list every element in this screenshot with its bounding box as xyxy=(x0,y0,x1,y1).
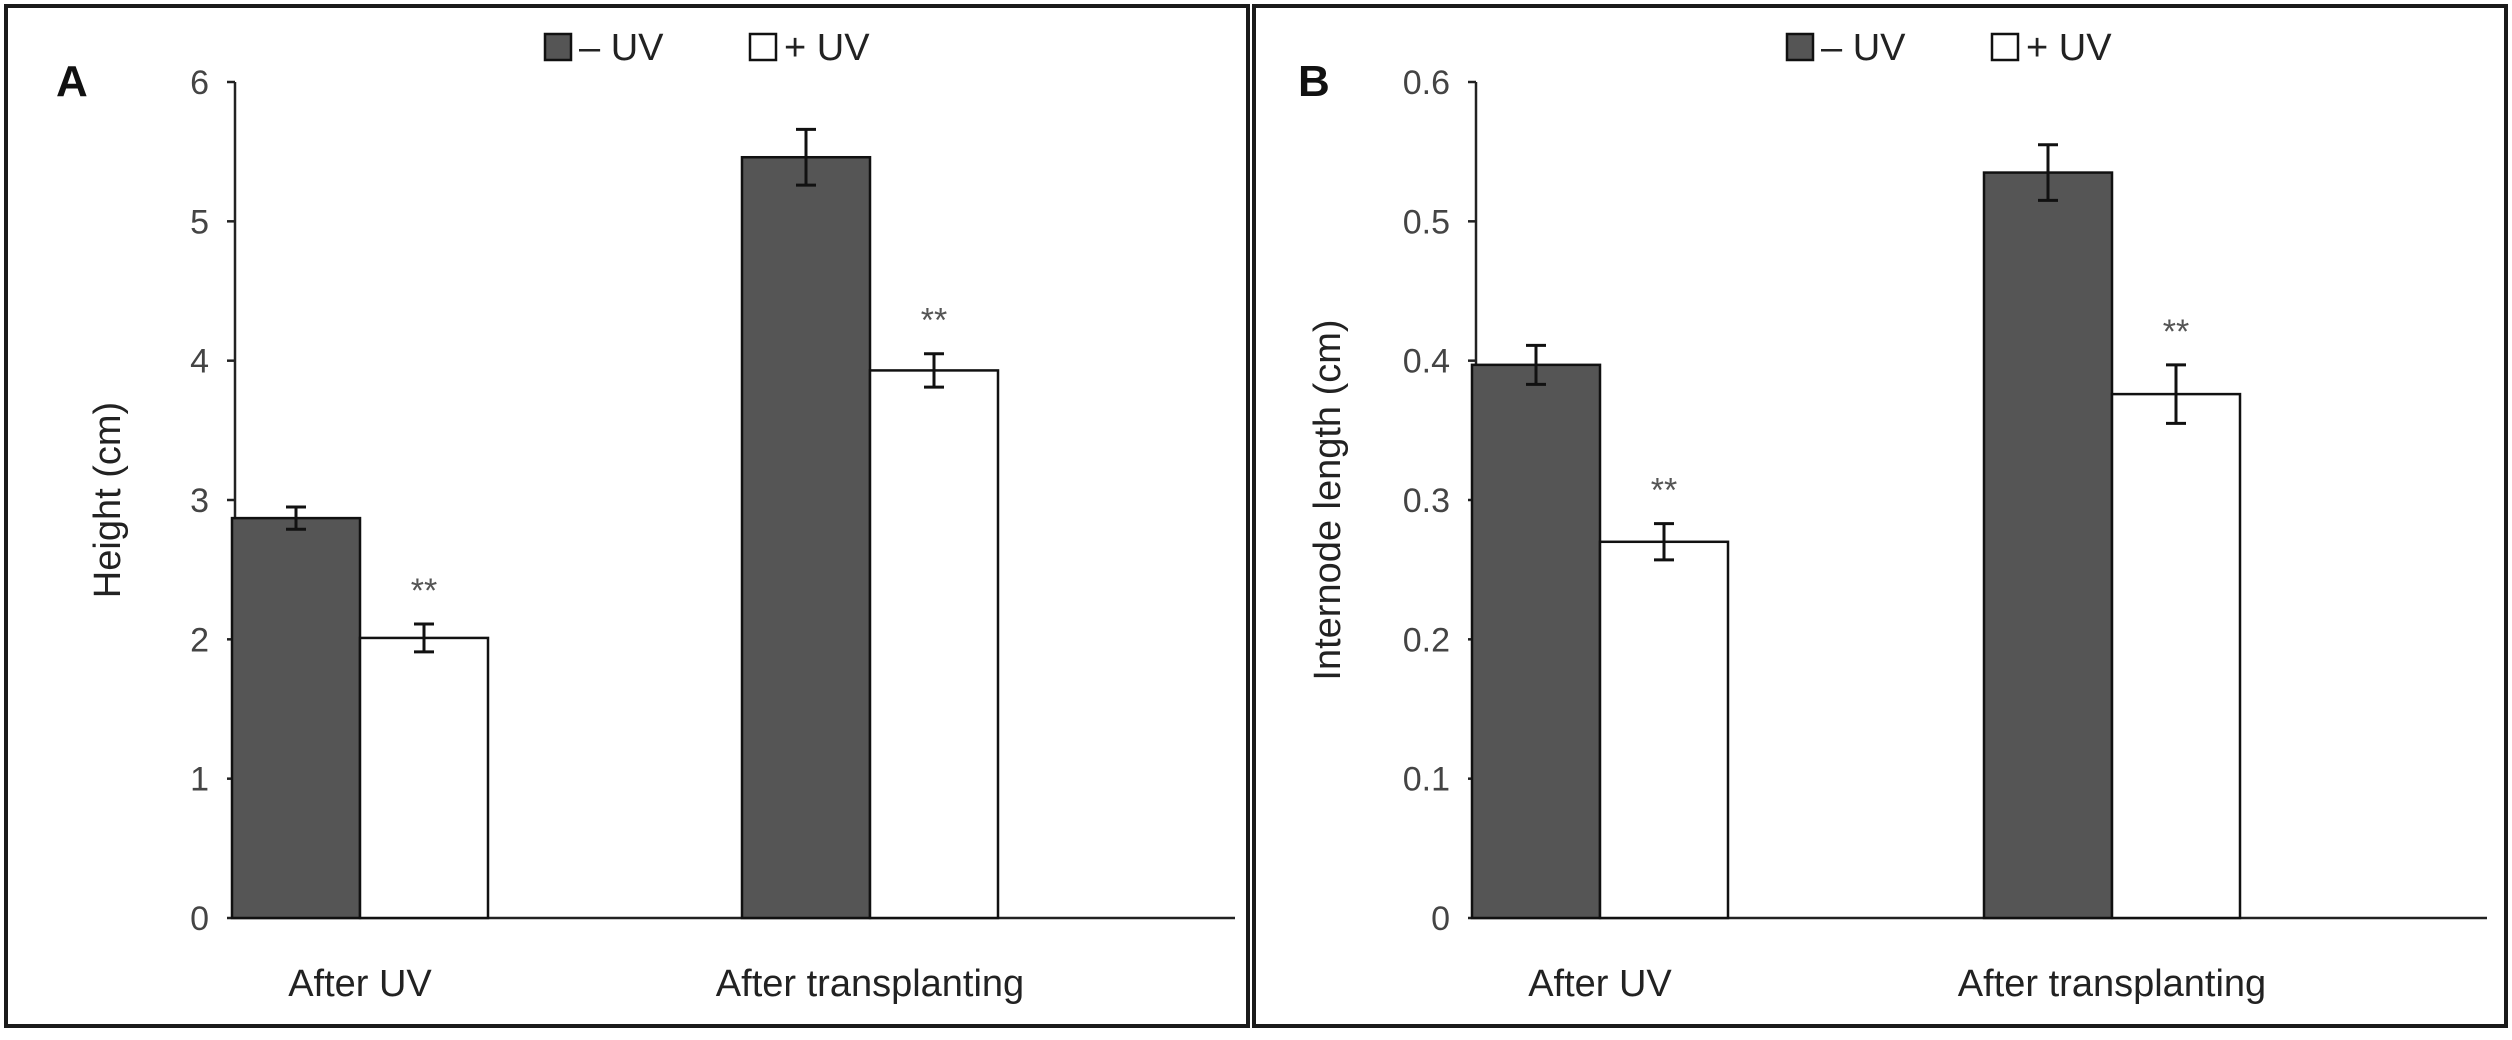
y-tick-label: 0.2 xyxy=(1403,621,1450,659)
y-tick-label: 0.1 xyxy=(1403,761,1450,799)
panel-label: B xyxy=(1298,57,1330,106)
panel-frame xyxy=(4,4,1250,1028)
panel-label: A xyxy=(56,57,88,106)
legend-swatch-plus-uv xyxy=(1990,32,2020,62)
category-label: After transplanting xyxy=(1958,963,2266,1005)
significance-label: ** xyxy=(921,302,947,340)
y-tick-label: 6 xyxy=(190,64,209,102)
bar-minus-uv xyxy=(1982,171,2114,920)
legend-label: + UV xyxy=(2026,27,2112,69)
y-tick-label: 5 xyxy=(190,203,209,241)
bar-plus-uv xyxy=(1598,540,1730,920)
y-tick-label: 1 xyxy=(190,761,209,799)
category-label: After transplanting xyxy=(716,963,1024,1005)
error-bar xyxy=(2166,363,2186,425)
significance-label: ** xyxy=(2163,313,2189,351)
legend-label: – UV xyxy=(579,27,664,69)
legend-label: – UV xyxy=(1821,27,1906,69)
bar-plus-uv xyxy=(358,636,490,920)
y-tick-label: 4 xyxy=(190,343,209,381)
y-tick-label: 0.4 xyxy=(1403,343,1450,381)
category-label: After UV xyxy=(288,963,432,1005)
legend-swatch-minus-uv xyxy=(543,32,573,62)
error-bar xyxy=(2038,143,2058,202)
error-bar xyxy=(796,127,816,187)
error-bar xyxy=(286,505,306,531)
significance-label: ** xyxy=(1651,472,1677,510)
bar-plus-uv xyxy=(2110,392,2242,920)
legend-swatch-plus-uv xyxy=(748,32,778,62)
y-axis-title: Height (cm) xyxy=(87,402,129,598)
y-tick-label: 0.6 xyxy=(1403,64,1450,102)
legend: – UV + UV xyxy=(543,27,870,69)
bar-minus-uv xyxy=(740,155,872,920)
bar-minus-uv xyxy=(230,516,362,920)
y-tick-label: 2 xyxy=(190,621,209,659)
category-label: After UV xyxy=(1528,963,1672,1005)
error-bar xyxy=(1654,522,1674,562)
chart-panel-b: B 0 0.1 0.2 0.3 0.4 0.5 0.6 Internode length (cm… xyxy=(1252,4,2508,1028)
y-tick-label: 0.3 xyxy=(1403,482,1450,520)
error-bar xyxy=(414,622,434,654)
error-bar xyxy=(1526,343,1546,386)
legend-label: + UV xyxy=(784,27,870,69)
y-tick-label: 0 xyxy=(190,900,209,938)
bar-minus-uv xyxy=(1470,363,1602,920)
legend-swatch-minus-uv xyxy=(1785,32,1815,62)
y-tick-label: 3 xyxy=(190,482,209,520)
y-tick-label: 0 xyxy=(1431,900,1450,938)
significance-label: ** xyxy=(411,572,437,610)
legend: – UV + UV xyxy=(1785,27,2112,69)
chart-panel-a: A 0 1 2 3 4 5 6 Height (cm) After UV After transpl… xyxy=(4,4,1250,1028)
y-tick-label: 0.5 xyxy=(1403,203,1450,241)
error-bar xyxy=(924,352,944,389)
y-axis-title: Internode length (cm) xyxy=(1307,319,1349,680)
bar-plus-uv xyxy=(868,369,1000,920)
panel-frame xyxy=(1252,4,2508,1028)
